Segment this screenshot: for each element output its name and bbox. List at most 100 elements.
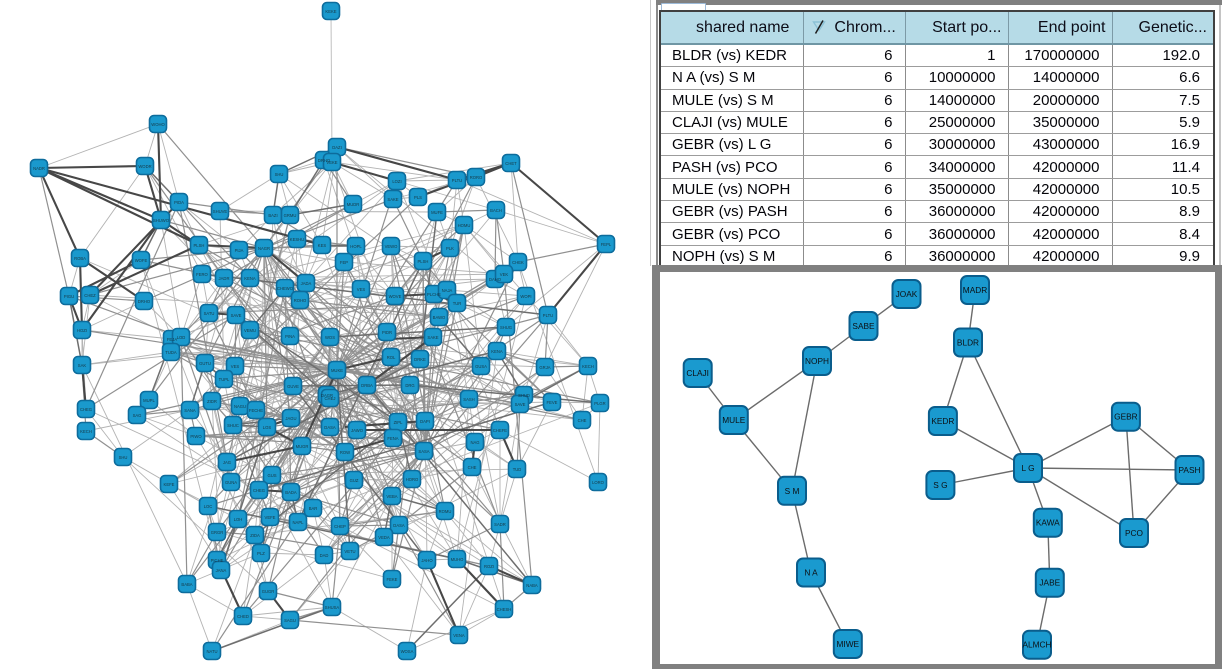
- svg-text:CHEZ: CHEZ: [84, 293, 96, 298]
- svg-text:HOMU: HOMU: [458, 223, 471, 228]
- svg-text:CHEG: CHEG: [253, 488, 265, 493]
- svg-text:KESHU: KESHU: [290, 237, 304, 242]
- svg-text:SHUD: SHUD: [518, 393, 530, 398]
- svg-text:MUFE: MUFE: [431, 210, 443, 215]
- svg-text:DRKE: DRKE: [414, 357, 426, 362]
- svg-text:DASA: DASA: [324, 425, 336, 430]
- svg-text:CHEK: CHEK: [512, 260, 524, 265]
- svg-text:KEDR: KEDR: [931, 416, 954, 426]
- svg-text:DAHO: DAHO: [489, 277, 502, 282]
- svg-text:JAGU: JAGU: [285, 416, 296, 421]
- svg-text:DASA: DASA: [393, 523, 405, 528]
- svg-text:VEMU: VEMU: [244, 328, 256, 333]
- svg-text:NADR: NADR: [33, 166, 45, 171]
- svg-text:FEKE: FEKE: [387, 577, 398, 582]
- svg-text:ROHO: ROHO: [294, 298, 307, 303]
- svg-text:JABE: JABE: [1039, 578, 1060, 588]
- svg-text:ROW: ROW: [340, 450, 350, 455]
- svg-text:MUDR: MUDR: [347, 202, 360, 207]
- svg-text:VES: VES: [357, 287, 366, 292]
- svg-text:MUHO: MUHO: [451, 557, 465, 562]
- svg-text:VEFE: VEFE: [265, 515, 276, 520]
- svg-text:CLAJI: CLAJI: [686, 368, 709, 378]
- svg-text:TUR: TUR: [453, 301, 462, 306]
- svg-text:LOS: LOS: [263, 425, 272, 430]
- svg-text:DRHO: DRHO: [138, 299, 151, 304]
- svg-text:RORO: RORO: [470, 175, 483, 180]
- svg-text:HORO: HORO: [406, 477, 419, 482]
- svg-text:KENA: KENA: [244, 276, 256, 281]
- svg-text:TUD: TUD: [513, 467, 522, 472]
- svg-text:ZIPL: ZIPL: [394, 420, 404, 425]
- svg-text:NAGR: NAGR: [258, 246, 270, 251]
- svg-text:N A: N A: [804, 568, 818, 578]
- svg-text:NATU: NATU: [206, 649, 217, 654]
- svg-text:GUS: GUS: [267, 473, 276, 478]
- svg-text:BADA: BADA: [285, 490, 297, 495]
- svg-text:PLSH: PLSH: [418, 259, 429, 264]
- svg-text:DRBA: DRBA: [361, 383, 373, 388]
- svg-text:MUKE: MUKE: [331, 368, 343, 373]
- svg-text:CHEP: CHEP: [334, 524, 346, 529]
- svg-text:KES: KES: [318, 243, 327, 248]
- svg-text:DAPI: DAPI: [420, 419, 430, 424]
- svg-text:VES: VES: [231, 364, 240, 369]
- svg-text:GUNA: GUNA: [225, 480, 237, 485]
- svg-text:CHESH: CHESH: [497, 607, 512, 612]
- svg-text:PLCHE: PLCHE: [427, 292, 441, 297]
- svg-text:GUTU: GUTU: [199, 361, 211, 366]
- svg-text:PLSH: PLSH: [194, 243, 205, 248]
- svg-text:S M: S M: [785, 486, 800, 496]
- svg-text:CHET: CHET: [505, 161, 517, 166]
- svg-text:GRJA: GRJA: [539, 365, 550, 370]
- svg-text:CHED: CHED: [237, 614, 249, 619]
- svg-text:LOD: LOD: [177, 335, 186, 340]
- svg-text:SHUVE: SHUVE: [213, 209, 228, 214]
- svg-text:JOAK: JOAK: [896, 289, 918, 299]
- svg-text:CHEJ: CHEJ: [325, 396, 336, 401]
- svg-text:DAZI: DAZI: [332, 145, 342, 150]
- svg-text:CHEG: CHEG: [80, 407, 92, 412]
- svg-text:S G: S G: [933, 480, 947, 490]
- svg-text:SAVE: SAVE: [515, 402, 526, 407]
- svg-text:BAR: BAR: [309, 506, 318, 511]
- svg-text:PLZ: PLZ: [257, 551, 265, 556]
- svg-text:FEP: FEP: [340, 260, 348, 265]
- svg-text:MUGR: MUGR: [296, 444, 309, 449]
- svg-text:FERO: FERO: [196, 272, 208, 277]
- svg-text:KECH: KECH: [80, 429, 92, 434]
- svg-text:PLGR: PLGR: [594, 401, 605, 406]
- svg-text:BABA: BABA: [181, 582, 192, 587]
- svg-text:NAPL: NAPL: [293, 520, 305, 525]
- svg-text:JAHO: JAHO: [421, 558, 433, 563]
- svg-text:ROZI: ROZI: [484, 564, 494, 569]
- svg-text:ZIDR: ZIDR: [207, 399, 217, 404]
- svg-text:PIJA: PIJA: [235, 248, 244, 253]
- svg-text:MADR: MADR: [963, 285, 987, 295]
- svg-text:DRG: DRG: [405, 383, 414, 388]
- svg-text:SAG: SAG: [133, 413, 142, 418]
- svg-text:JADR: JADR: [219, 276, 230, 281]
- svg-text:CHE: CHE: [578, 418, 587, 423]
- svg-text:GUVE: GUVE: [287, 384, 299, 389]
- svg-text:SAVE: SAVE: [231, 313, 242, 318]
- svg-text:FEJA: FEJA: [167, 337, 177, 342]
- svg-text:GEBR: GEBR: [1114, 412, 1138, 422]
- svg-text:MIWE: MIWE: [837, 639, 860, 649]
- svg-text:WOSA: WOSA: [401, 649, 414, 654]
- svg-text:BAWO: BAWO: [433, 315, 446, 320]
- svg-text:CHE: CHE: [468, 465, 477, 470]
- svg-text:NAJA: NAJA: [442, 288, 453, 293]
- svg-text:GRGR: GRGR: [211, 530, 224, 535]
- svg-text:ALMCH: ALMCH: [1022, 640, 1051, 650]
- svg-text:MULE: MULE: [722, 415, 746, 425]
- svg-text:WODR: WODR: [138, 164, 151, 169]
- svg-text:CHEWO: CHEWO: [277, 286, 294, 291]
- svg-text:LOZI: LOZI: [392, 179, 401, 184]
- svg-text:L G: L G: [1021, 463, 1034, 473]
- svg-text:SAKE: SAKE: [387, 197, 398, 202]
- svg-text:SHUWO: SHUWO: [153, 218, 170, 223]
- svg-text:SHUSA: SHUSA: [325, 605, 340, 610]
- svg-text:GUZ: GUZ: [350, 478, 359, 483]
- svg-text:HOPL: HOPL: [350, 244, 362, 249]
